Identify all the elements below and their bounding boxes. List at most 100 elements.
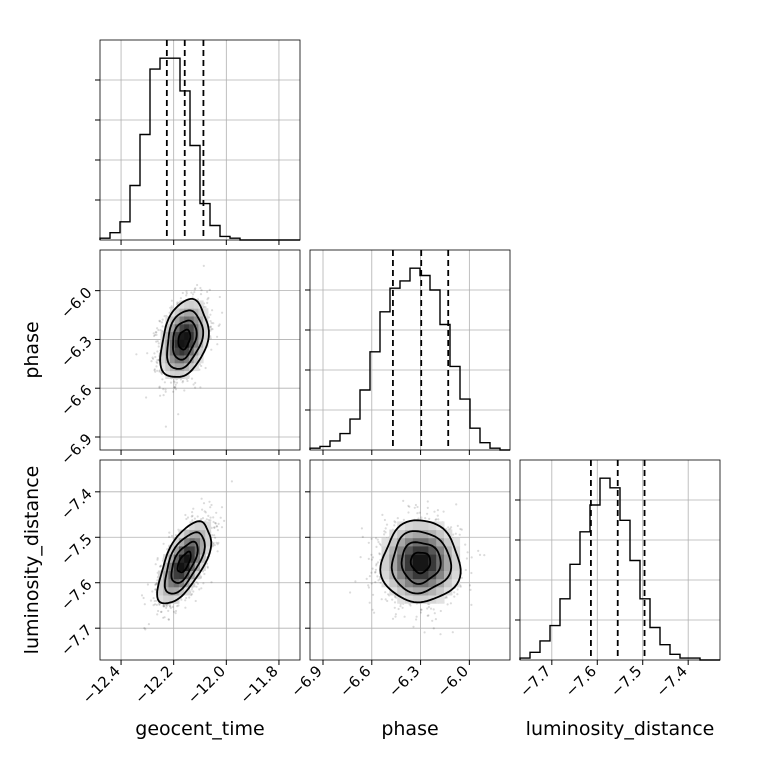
sample-point — [207, 518, 210, 522]
sample-point — [194, 381, 197, 384]
contour-level-3 — [379, 519, 462, 604]
sample-point — [159, 565, 162, 568]
sample-point — [170, 299, 173, 302]
sample-point — [160, 321, 163, 324]
sample-point — [210, 581, 213, 584]
sample-point — [209, 313, 212, 316]
density-bin — [200, 554, 206, 563]
sample-point — [207, 514, 210, 518]
sample-point — [152, 597, 155, 600]
sample-point — [209, 337, 212, 340]
y-tick-label-phase: −6.6 — [57, 381, 95, 419]
sample-point — [174, 612, 177, 615]
density-bin — [397, 529, 406, 539]
sample-point — [212, 322, 215, 325]
sample-point — [213, 526, 216, 529]
density-bin — [178, 545, 185, 555]
sample-point — [162, 605, 165, 608]
sample-point — [368, 575, 371, 578]
sample-point — [470, 556, 473, 559]
sample-point — [376, 538, 379, 541]
sample-point — [395, 596, 398, 599]
sample-point — [202, 264, 205, 267]
density-bin — [184, 347, 190, 356]
density-bin — [444, 562, 453, 571]
sample-point — [393, 606, 396, 609]
sample-point — [181, 381, 184, 384]
sample-point — [169, 605, 172, 608]
density-bin — [200, 521, 206, 531]
density-bin — [412, 570, 422, 580]
sample-point — [414, 503, 417, 507]
sample-point — [408, 505, 411, 508]
sample-point — [420, 608, 423, 611]
sample-point — [376, 561, 380, 564]
density-bin — [205, 537, 212, 547]
sample-point — [454, 532, 457, 535]
sample-point — [439, 609, 442, 613]
density-bin — [397, 545, 406, 555]
sample-point — [158, 370, 161, 373]
sample-point — [155, 365, 158, 368]
sample-point — [154, 583, 157, 587]
contour-level-2 — [163, 531, 206, 595]
density-bin — [200, 537, 206, 547]
sample-point — [378, 577, 381, 581]
density-bin — [174, 362, 180, 372]
panel-frame — [309, 249, 511, 451]
sample-point — [367, 541, 370, 544]
panel-geocent_time-phase — [95, 249, 301, 455]
contour-level-1 — [170, 540, 199, 584]
sample-point — [159, 329, 162, 332]
sample-point — [158, 319, 161, 322]
density-bin — [428, 578, 437, 588]
sample-point — [184, 513, 187, 517]
sample-point — [158, 386, 161, 389]
sample-point — [155, 582, 158, 586]
density-bin — [451, 554, 461, 563]
y-tick-label-phase: −6.9 — [57, 430, 95, 468]
sample-point — [155, 331, 158, 334]
sample-point — [158, 369, 161, 372]
sample-point — [190, 291, 193, 294]
sample-point — [196, 582, 200, 585]
density-bin — [165, 323, 171, 333]
sample-point — [413, 506, 416, 509]
density-bin — [412, 586, 422, 596]
sample-point — [156, 327, 159, 330]
sample-point — [216, 343, 219, 346]
density-bin — [451, 562, 461, 571]
sample-point — [156, 369, 159, 372]
contour-level-3 — [159, 298, 210, 378]
sample-point — [167, 618, 170, 621]
panel-frame — [519, 459, 721, 661]
density-bin — [163, 578, 169, 588]
density-bin — [444, 570, 453, 580]
density-bin — [420, 554, 429, 563]
sample-point — [427, 605, 430, 609]
sample-point — [432, 627, 435, 630]
sample-point — [185, 292, 188, 295]
density-bin — [200, 545, 206, 555]
sample-point — [162, 604, 165, 607]
density-bin — [200, 529, 206, 539]
sample-point — [153, 599, 156, 603]
sample-point — [153, 369, 156, 372]
density-bin — [165, 331, 171, 340]
sample-point — [180, 598, 183, 601]
sample-point — [418, 511, 421, 514]
sample-point — [143, 603, 146, 606]
sample-point — [154, 603, 157, 606]
sample-point — [171, 605, 174, 609]
sample-point — [156, 613, 159, 616]
density-bin — [444, 554, 453, 563]
sample-point — [445, 595, 448, 598]
sample-point — [194, 599, 197, 603]
density-bin — [170, 323, 176, 333]
density-bin — [168, 554, 175, 563]
sample-point — [420, 516, 423, 519]
sample-point — [154, 563, 157, 566]
sample-point — [160, 372, 164, 376]
sample-point — [393, 601, 397, 604]
sample-point — [162, 542, 165, 545]
